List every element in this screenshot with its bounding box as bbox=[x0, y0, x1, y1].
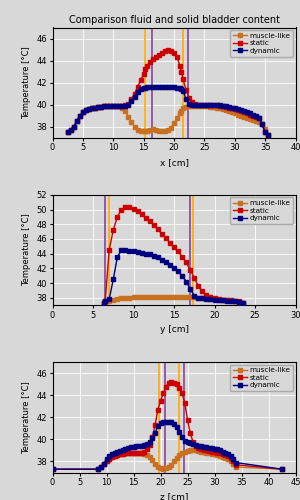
X-axis label: y [cm]: y [cm] bbox=[160, 325, 188, 334]
Title: Comparison fluid and solid bladder content: Comparison fluid and solid bladder conte… bbox=[68, 16, 280, 26]
X-axis label: x [cm]: x [cm] bbox=[160, 158, 188, 167]
X-axis label: z [cm]: z [cm] bbox=[160, 492, 188, 500]
Legend: muscle-like, static, dynamic: muscle-like, static, dynamic bbox=[230, 364, 293, 392]
Legend: muscle-like, static, dynamic: muscle-like, static, dynamic bbox=[230, 197, 293, 224]
Y-axis label: Temperature [°C]: Temperature [°C] bbox=[22, 46, 31, 119]
Y-axis label: Temperature [°C]: Temperature [°C] bbox=[22, 381, 31, 454]
Y-axis label: Temperature [°C]: Temperature [°C] bbox=[22, 214, 31, 286]
Legend: muscle-like, static, dynamic: muscle-like, static, dynamic bbox=[230, 30, 293, 56]
